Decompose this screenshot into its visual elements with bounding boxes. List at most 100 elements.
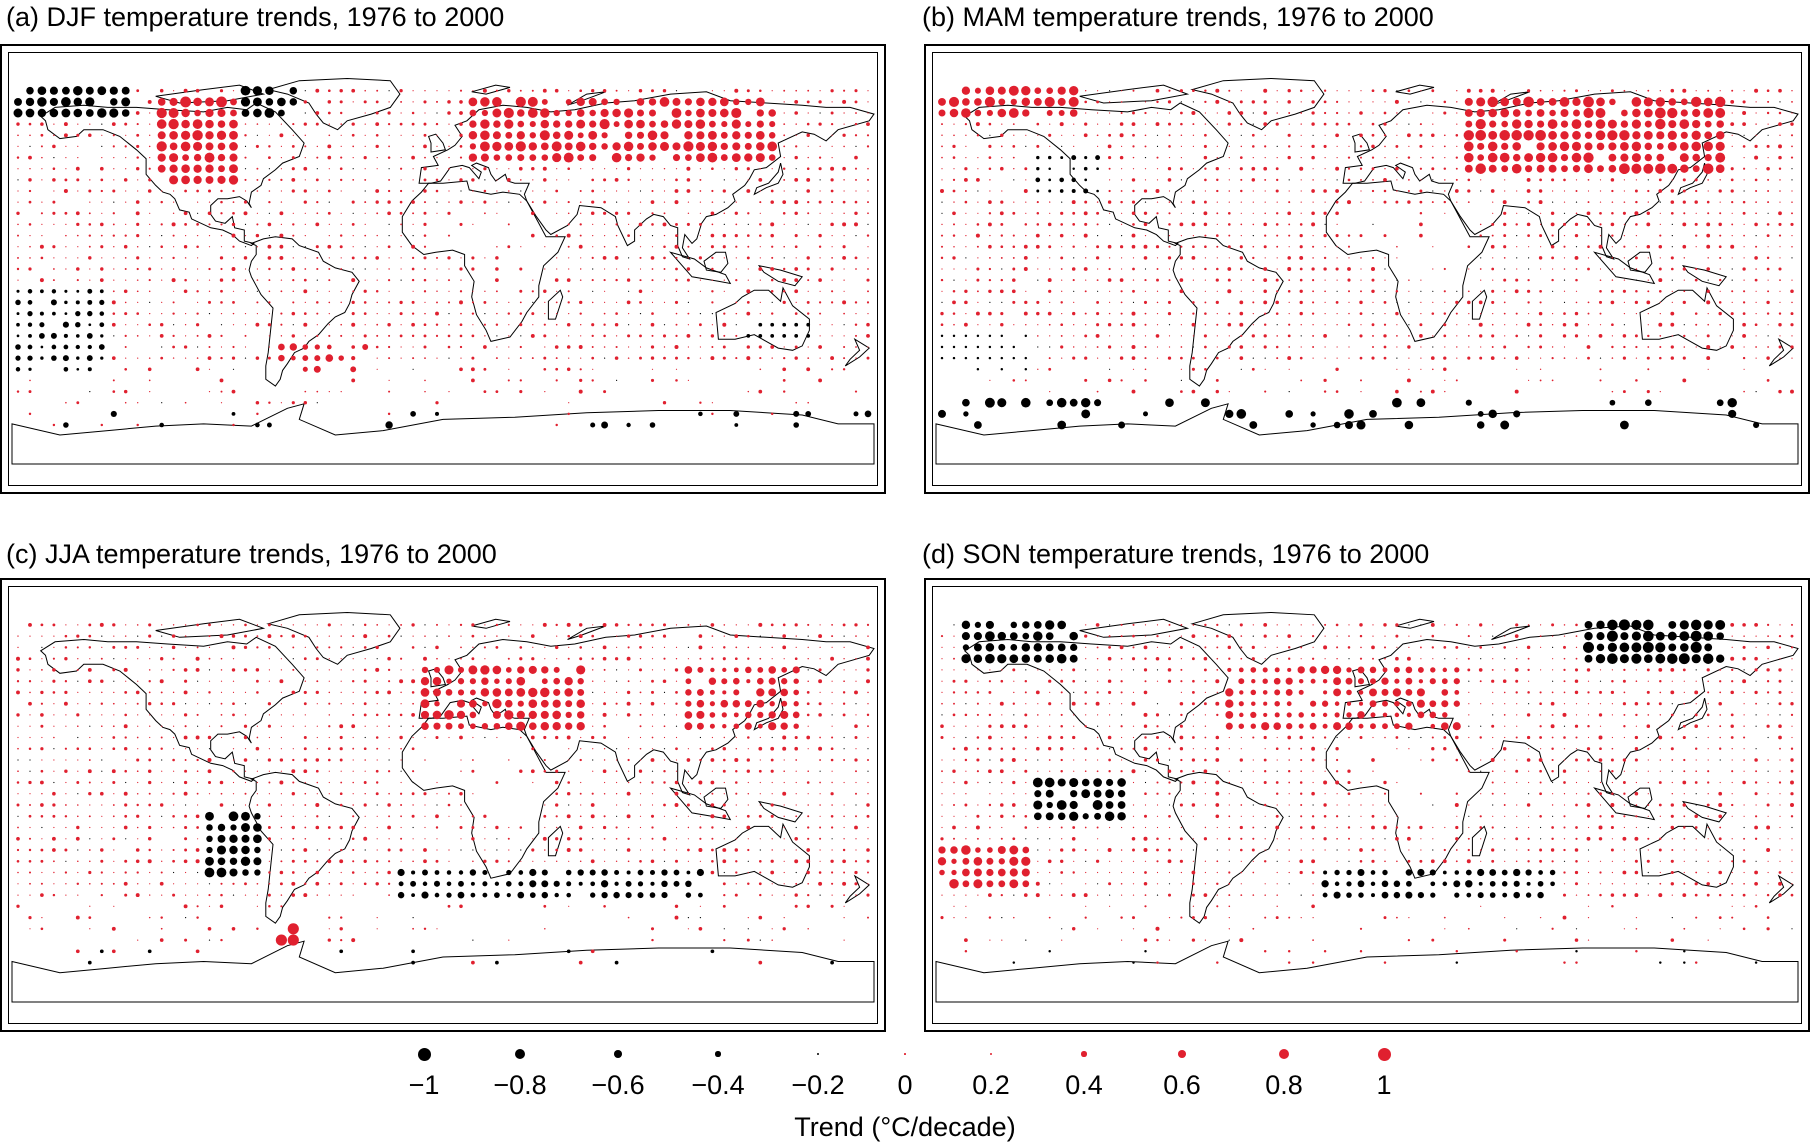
warming-trend-dot (1180, 201, 1183, 203)
warming-trend-dot (998, 98, 1006, 106)
warming-trend-dot (639, 324, 642, 326)
coastline-svalbard (471, 84, 511, 95)
warming-trend-dot (123, 178, 128, 182)
warming-trend-dot (1240, 334, 1243, 337)
warming-trend-dot (555, 803, 559, 807)
warming-trend-dot (1540, 268, 1542, 270)
warming-trend-dot (205, 108, 214, 118)
warming-trend-dot (137, 357, 139, 359)
warming-trend-dot (65, 624, 67, 626)
cooling-trend-dot (1753, 421, 1760, 429)
warming-trend-dot (171, 222, 176, 227)
warming-trend-dot (1528, 313, 1530, 315)
warming-trend-dot (1743, 234, 1745, 237)
warming-trend-dot (1742, 312, 1746, 315)
warming-trend-dot (1119, 278, 1124, 282)
warming-trend-dot (592, 646, 594, 648)
warming-trend-dot (576, 711, 585, 719)
warming-trend-dot (1443, 167, 1447, 170)
warming-trend-dot (783, 157, 785, 159)
warming-trend-dot (1312, 235, 1314, 237)
warming-trend-dot (757, 723, 763, 729)
warming-trend-dot (783, 123, 786, 125)
cooling-trend-dot (460, 849, 462, 851)
warming-trend-dot (1336, 145, 1338, 147)
coastline-namerica (963, 102, 1229, 247)
warming-trend-dot (1155, 189, 1160, 193)
warming-trend-dot (1083, 233, 1088, 238)
warming-trend-dot (1563, 268, 1566, 270)
warming-trend-dot (806, 267, 810, 271)
warming-trend-dot (436, 134, 438, 136)
warming-trend-dot (1523, 130, 1534, 141)
warming-trend-dot (1658, 278, 1663, 283)
warming-trend-dot (1109, 112, 1111, 114)
warming-trend-dot (711, 657, 714, 660)
warming-trend-dot (243, 668, 248, 672)
warming-trend-dot (328, 669, 330, 671)
warming-trend-dot (1324, 245, 1326, 248)
cooling-trend-dot (41, 646, 43, 648)
cooling-trend-dot (400, 725, 402, 727)
warming-trend-dot (1144, 235, 1147, 237)
cooling-trend-dot (1094, 399, 1102, 407)
warming-trend-dot (807, 837, 810, 840)
warming-trend-dot (52, 803, 56, 807)
warming-trend-dot (747, 179, 749, 181)
warming-trend-dot (483, 189, 487, 193)
warming-trend-dot (1754, 222, 1758, 227)
warming-trend-dot (1228, 100, 1231, 104)
cooling-trend-dot (651, 235, 654, 237)
warming-trend-dot (207, 757, 212, 763)
warming-trend-dot (709, 120, 716, 128)
warming-trend-dot (1597, 165, 1604, 173)
warming-trend-dot (675, 759, 678, 761)
warming-trend-dot (602, 769, 607, 774)
warming-trend-dot (471, 623, 475, 627)
warming-trend-dot (315, 769, 319, 773)
warming-trend-dot (16, 656, 20, 661)
warming-trend-dot (472, 190, 474, 192)
warming-trend-dot (1119, 133, 1124, 138)
warming-trend-dot (183, 211, 188, 216)
warming-trend-dot (1275, 167, 1279, 171)
warming-trend-dot (387, 803, 391, 807)
warming-trend-dot (1228, 234, 1231, 237)
warming-trend-dot (99, 791, 104, 796)
warming-trend-dot (1491, 234, 1494, 237)
warming-trend-dot (376, 268, 378, 270)
warming-trend-dot (1276, 201, 1278, 203)
warming-trend-dot (53, 134, 55, 137)
warming-trend-dot (436, 145, 438, 147)
warming-trend-dot (806, 177, 811, 182)
warming-trend-dot (1336, 157, 1338, 159)
warming-trend-dot (388, 815, 391, 818)
warming-trend-dot (1432, 268, 1434, 270)
cooling-trend-dot (87, 288, 93, 294)
cooling-trend-dot (1276, 324, 1278, 326)
warming-trend-dot (1323, 89, 1327, 92)
cooling-trend-dot (1310, 422, 1316, 428)
warming-trend-dot (1263, 166, 1268, 171)
warming-trend-dot (565, 700, 573, 708)
warming-trend-dot (436, 157, 438, 159)
warming-trend-dot (531, 166, 535, 171)
warming-trend-dot (638, 769, 643, 773)
warming-trend-dot (591, 178, 595, 182)
warming-trend-dot (1109, 357, 1111, 359)
warming-trend-dot (483, 390, 487, 394)
warming-trend-dot (1287, 267, 1292, 271)
warming-trend-dot (589, 120, 597, 128)
warming-trend-dot (1635, 313, 1637, 315)
warming-trend-dot (1348, 101, 1350, 103)
warming-trend-dot (232, 702, 235, 706)
warming-trend-dot (579, 89, 583, 93)
warming-trend-dot (471, 312, 475, 315)
warming-trend-dot (423, 100, 427, 104)
warming-trend-dot (1695, 335, 1697, 337)
warming-trend-dot (279, 780, 284, 785)
warming-trend-dot (339, 167, 343, 171)
warming-trend-dot (1048, 133, 1052, 137)
warming-trend-dot (1767, 246, 1769, 248)
warming-trend-dot (756, 120, 764, 128)
